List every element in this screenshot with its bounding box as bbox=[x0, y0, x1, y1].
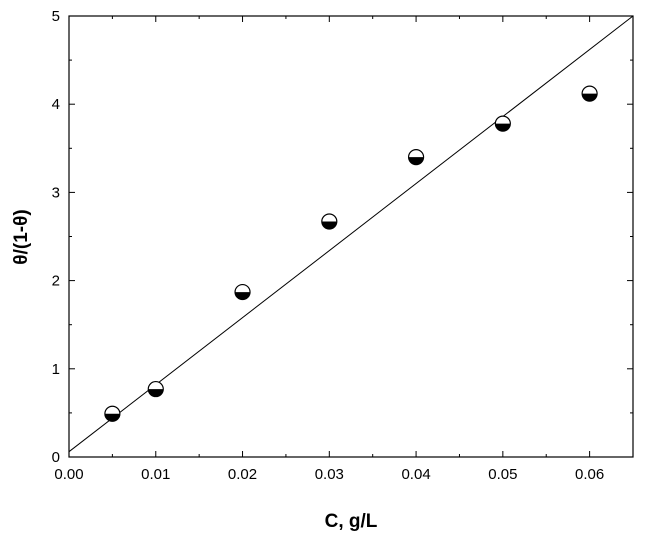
tick-labels: 0.00 0.01 0.02 0.03 0.04 0.05 0.06 0 1 2 3 4 5 bbox=[52, 8, 605, 483]
data-point bbox=[407, 149, 425, 166]
marker-fill-half bbox=[148, 389, 164, 397]
y-tick-label: 0 bbox=[52, 449, 60, 466]
data-point bbox=[581, 85, 598, 102]
x-tick-label: 0.00 bbox=[54, 466, 83, 483]
marker-fill-half bbox=[235, 292, 251, 300]
y-tick-label: 1 bbox=[52, 361, 60, 378]
marker-fill-half bbox=[582, 93, 598, 102]
x-axis-title: C, g/L bbox=[325, 511, 378, 532]
x-tick-label: 0.02 bbox=[228, 466, 257, 483]
data-point bbox=[147, 380, 164, 398]
data-point bbox=[234, 283, 251, 301]
x-tick-label: 0.01 bbox=[141, 466, 170, 483]
y-tick-label: 5 bbox=[52, 8, 60, 25]
x-tick-label: 0.06 bbox=[575, 466, 604, 483]
ticks bbox=[68, 15, 634, 458]
data-point bbox=[104, 405, 121, 422]
x-tick-label: 0.05 bbox=[488, 466, 517, 483]
fit-line bbox=[68, 15, 634, 453]
marker-fill-half bbox=[104, 413, 120, 422]
data-point bbox=[494, 115, 511, 132]
y-tick-label: 4 bbox=[52, 96, 60, 113]
data-points bbox=[104, 85, 598, 422]
marker-fill-half bbox=[408, 157, 424, 165]
x-tick-label: 0.04 bbox=[401, 466, 430, 483]
y-tick-label: 3 bbox=[52, 184, 60, 201]
marker-fill-half bbox=[495, 123, 511, 132]
marker-fill-half bbox=[321, 221, 337, 230]
data-point bbox=[321, 213, 338, 230]
y-tick-label: 2 bbox=[52, 273, 60, 290]
y-axis-title: θ/(1-θ) bbox=[11, 209, 32, 264]
x-tick-label: 0.03 bbox=[315, 466, 344, 483]
